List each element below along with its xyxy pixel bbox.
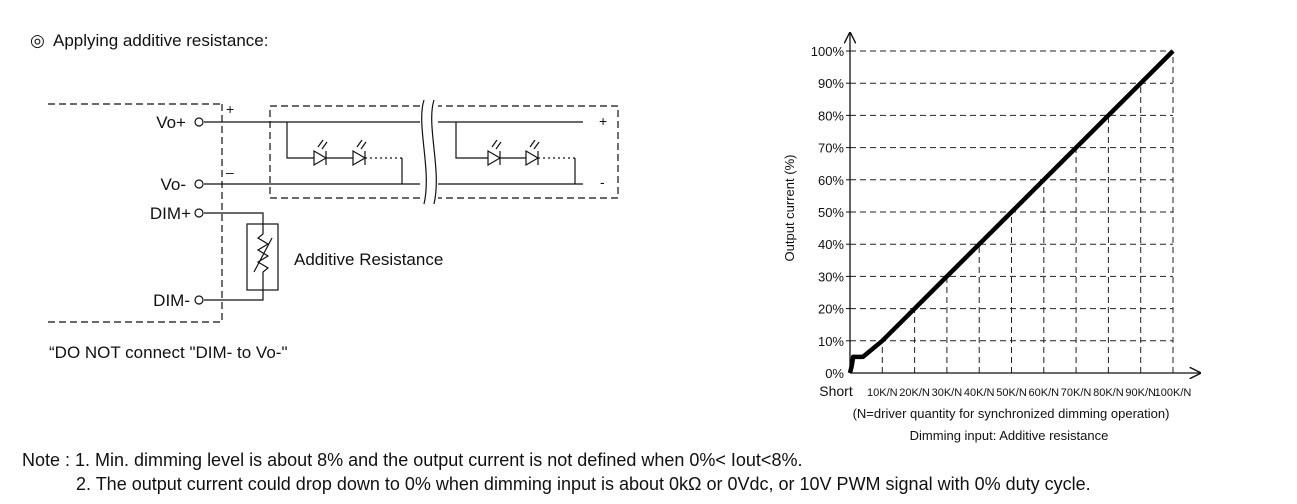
x-tick-label: 40K/N: [964, 387, 995, 399]
heading-text: Applying additive resistance:: [53, 31, 268, 50]
y-tick-label: 20%: [818, 302, 844, 317]
x-tick-label: Short: [819, 383, 853, 399]
y-tick-label: 60%: [818, 173, 844, 188]
led-string-right: [455, 122, 576, 184]
vo-plus-label: Vo+: [156, 113, 186, 132]
y-tick-label: 40%: [818, 237, 844, 252]
x-tick-label: 80K/N: [1093, 387, 1124, 399]
x-tick-labels: Short 10K/N 20K/N 30K/N 40K/N 50K/N 60K/N 70K/N…: [819, 383, 1191, 399]
break-line-right: [431, 99, 437, 205]
led-string-left: [286, 122, 403, 184]
x-tick-label: 10K/N: [867, 387, 898, 399]
x-tick-label: 30K/N: [932, 387, 963, 399]
x-axis-label: Dimming input: Additive resistance: [910, 428, 1109, 443]
x-axis-note: (N=driver quantity for synchronized dimm…: [853, 406, 1170, 421]
series-line: [847, 49, 1175, 374]
dim-minus-label: DIM-: [153, 291, 190, 310]
y-tick-label: 70%: [818, 141, 844, 156]
x-tick-label: 50K/N: [996, 387, 1027, 399]
note-line-2: 2. The output current could drop down to…: [76, 474, 1091, 494]
circuit-diagram: [48, 99, 619, 323]
vo-minus-label: Vo-: [160, 175, 186, 194]
y-tick-labels: 0% 10% 20% 30% 40% 50% 60% 70% 80% 90% 100%: [811, 44, 845, 381]
dimming-curve-chart: 0% 10% 20% 30% 40% 50% 60% 70% 80% 90% 100% Short 1…: [782, 33, 1200, 443]
y-tick-label: 30%: [818, 269, 844, 284]
x-tick-label: 100K/N: [1155, 387, 1192, 399]
resistor-label: Additive Resistance: [294, 250, 443, 269]
vo-minus-terminal: [194, 179, 204, 189]
x-tick-label: 60K/N: [1029, 387, 1060, 399]
led-minus-sign: -: [600, 174, 605, 190]
note-line-1: Note : 1. Min. dimming level is about 8%…: [22, 450, 802, 470]
y-tick-label: 0%: [825, 366, 844, 381]
driver-plus-sign: +: [226, 101, 234, 117]
y-tick-label: 50%: [818, 205, 844, 220]
dim-plus-terminal: [194, 208, 204, 218]
dim-plus-label: DIM+: [150, 204, 191, 223]
heading-symbol: ◎: [30, 31, 45, 50]
y-tick-label: 90%: [818, 76, 844, 91]
x-tick-label: 20K/N: [899, 387, 930, 399]
x-tick-label: 70K/N: [1061, 387, 1092, 399]
warning-text: “DO NOT connect "DIM- to Vo-": [49, 343, 287, 362]
y-tick-label: 100%: [811, 44, 845, 59]
y-axis-label: Output current (%): [782, 155, 797, 262]
x-tick-label: 90K/N: [1125, 387, 1156, 399]
vo-plus-terminal: [194, 117, 204, 127]
y-tick-label: 10%: [818, 334, 844, 349]
break-line-left: [421, 99, 427, 205]
additive-resistor: [204, 212, 279, 301]
driver-minus-sign: –: [226, 164, 234, 180]
dim-minus-terminal: [194, 295, 204, 305]
y-tick-label: 80%: [818, 108, 844, 123]
led-plus-sign: +: [599, 113, 607, 129]
